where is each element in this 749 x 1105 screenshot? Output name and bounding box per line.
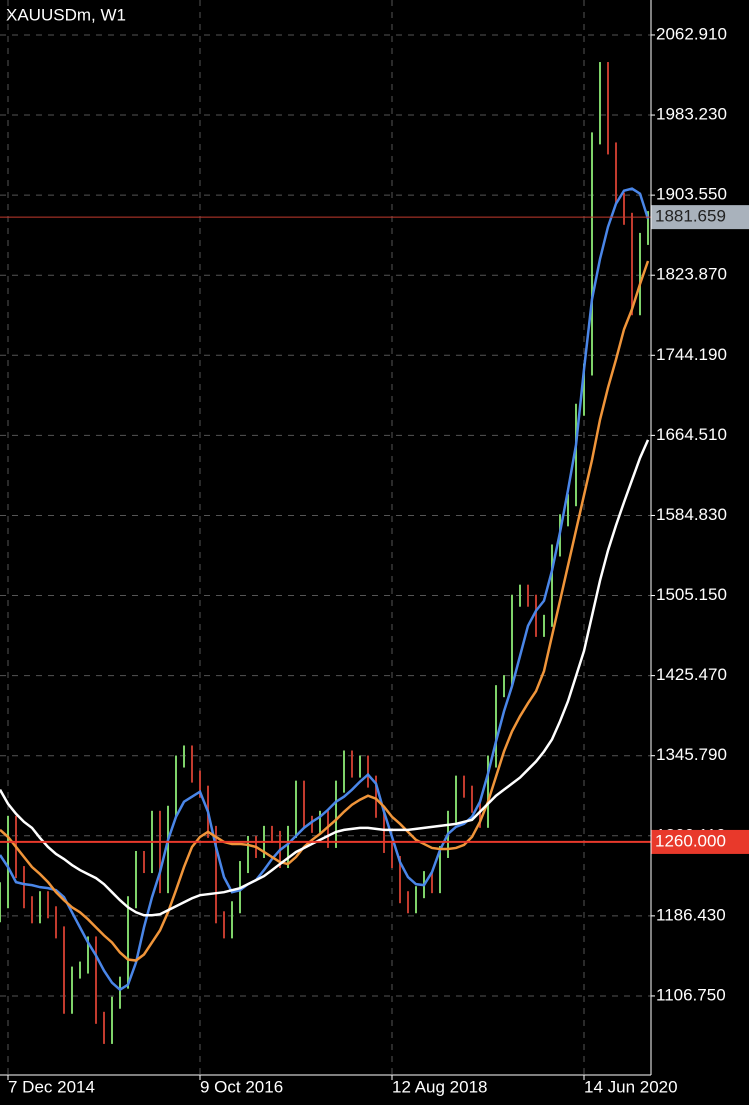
- moving-average-line: [0, 260, 650, 962]
- level-label: 1260.000: [655, 831, 726, 850]
- y-tick-label: 1106.750: [656, 985, 726, 1004]
- y-tick-label: 1823.870: [656, 265, 727, 284]
- last-price-label: 1881.659: [655, 207, 726, 226]
- x-tick-label: 14 Jun 2020: [584, 1077, 678, 1096]
- y-tick-label: 1744.190: [656, 345, 727, 364]
- moving-average-line: [0, 187, 650, 992]
- y-tick-label: 1425.470: [656, 665, 727, 684]
- x-tick-label: 7 Dec 2014: [8, 1077, 95, 1096]
- y-tick-label: 1186.430: [656, 905, 726, 924]
- y-tick-label: 2062.910: [656, 24, 727, 43]
- y-tick-label: 1983.230: [656, 105, 727, 124]
- y-tick-label: 1903.550: [656, 185, 727, 204]
- moving-average-line: [0, 439, 650, 917]
- y-tick-label: 1584.830: [656, 505, 727, 524]
- chart-title: XAUUSDm, W1: [6, 5, 126, 24]
- y-tick-label: 1664.510: [656, 425, 727, 444]
- y-tick-label: 1505.150: [656, 585, 727, 604]
- x-tick-label: 12 Aug 2018: [392, 1077, 487, 1096]
- level-label-box: [651, 829, 749, 854]
- last-price-box: [651, 205, 749, 230]
- x-tick-label: 9 Oct 2016: [200, 1077, 283, 1096]
- y-tick-label: 1345.790: [656, 745, 727, 764]
